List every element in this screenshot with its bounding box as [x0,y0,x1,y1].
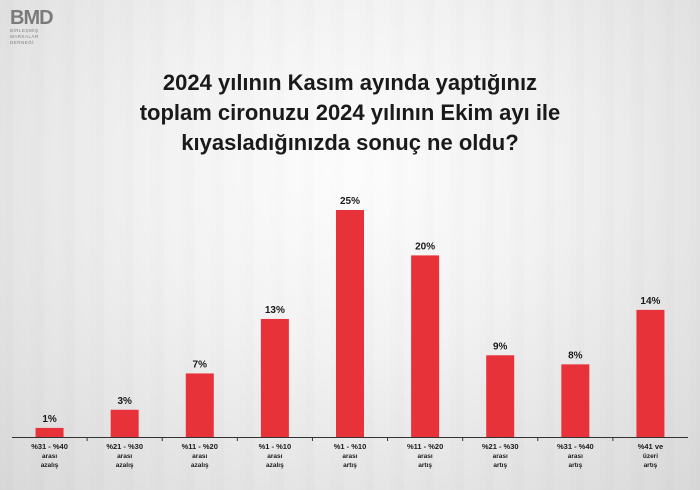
data-label: 3% [117,396,132,407]
x-tick-label: artış [644,462,658,469]
logo-line-2: MARKALAR [10,34,39,39]
x-tick-label: artış [343,462,357,469]
x-tick-label: arası [418,453,433,460]
bar [411,255,440,437]
x-tick-label: azalış [116,462,134,469]
data-label: 13% [265,305,285,316]
x-tick-label: arası [192,453,207,460]
x-tick-label: %1 - %10 [259,442,292,451]
logo-mark: BMD [10,7,54,29]
chart-title-line-3: kıyasladığınızda sonuç ne oldu? [181,130,519,155]
chart-title: 2024 yılının Kasım ayında yaptığınız top… [60,68,640,158]
x-tick-label: %31 - %40 [31,442,68,451]
x-tick-label: %41 ve [638,442,663,451]
x-tick-label: %1 - %10 [334,442,367,451]
x-tick-label: %11 - %20 [182,442,218,451]
data-label: 20% [415,241,435,252]
x-tick-label: artış [568,462,582,469]
x-tick-label: azalış [191,462,209,469]
x-tick-label: %31 - %40 [557,442,594,451]
x-tick-label: üzeri [643,453,658,460]
bar [486,355,515,437]
x-tick-label: azalış [41,462,59,469]
x-tick-label: %11 - %20 [407,442,443,451]
bar [185,373,214,437]
bar [260,318,289,437]
bar [636,309,665,437]
bar [561,364,590,437]
data-label: 25% [340,196,360,207]
bar [35,427,64,437]
data-label: 8% [568,350,583,361]
x-tick-label: arası [342,453,357,460]
chart-title-line-1: 2024 yılının Kasım ayında yaptığınız [162,70,538,95]
bar [110,409,139,437]
bar [336,210,364,437]
data-label: 7% [193,359,208,370]
x-tick-label: azalış [266,462,284,469]
x-tick-label: arası [267,453,282,460]
bmd-logo: BMD BİRLEŞMİŞ MARKALAR DERNEĞİ [10,8,80,46]
chart-title-line-2: toplam cironuzu 2024 yılının Ekim ayı il… [139,100,561,125]
x-tick-label: arası [568,453,583,460]
x-tick-label: arası [117,453,132,460]
x-tick-label: artış [493,462,507,469]
x-tick-label: arası [42,453,57,460]
logo-line-1: BİRLEŞMİŞ [10,28,39,33]
data-label: 9% [493,341,508,352]
logo-line-3: DERNEĞİ [10,40,35,45]
data-label: 14% [640,296,660,307]
x-tick-label: arası [493,453,508,460]
x-tick-label: %21 - %30 [482,442,519,451]
data-label: 1% [42,414,57,425]
x-tick-label: %21 - %30 [106,442,143,451]
x-tick-label: artış [418,462,432,469]
